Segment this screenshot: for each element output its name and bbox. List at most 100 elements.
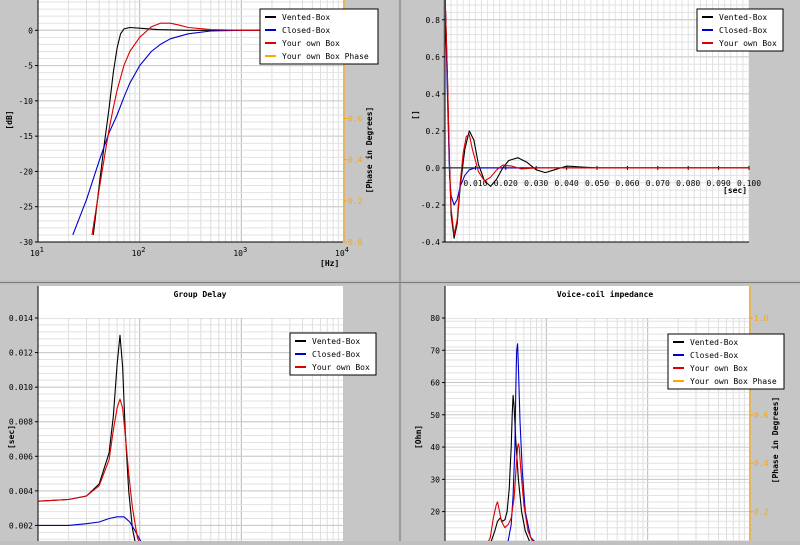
y2-tick-label: 0.2: [348, 197, 363, 206]
legend-label: Vented-Box: [690, 338, 738, 347]
y-tick-label: 0.014: [9, 314, 33, 323]
series-line-closed-box: [72, 29, 272, 236]
series-line-your-own-box: [486, 443, 538, 545]
y-tick-label: -30: [19, 238, 34, 247]
x-axis-label: [sec]: [723, 186, 747, 195]
y2-tick-label: 0.4: [348, 156, 363, 165]
x-tick-label: 103: [233, 246, 247, 258]
y-tick-label: -0.2: [421, 201, 440, 210]
grid: [38, 318, 343, 545]
x-tick-label: 0.050: [585, 179, 609, 188]
series-line-your-own-box: [445, 0, 749, 236]
legend: Vented-Box Closed-Box Your own Box: [289, 332, 377, 376]
x-tick-label: 102: [132, 246, 146, 258]
y-tick-label: -25: [19, 203, 34, 212]
y-tick-label: 0.010: [9, 383, 33, 392]
x-tick-label: 0.040: [555, 179, 579, 188]
chart-1: -30 -25 -20 -15 -10 -5 0 101 102 103 104[Hz] [dB] 0.…: [5, 0, 379, 268]
y-tick-label: 0.6: [426, 53, 441, 62]
legend-label: Vented-Box: [282, 13, 330, 22]
y-tick-label: 0.002: [9, 521, 33, 530]
y-tick-label: 0.004: [9, 487, 33, 496]
y-tick-label: 0.012: [9, 349, 33, 358]
y-axis-label: [dB]: [5, 110, 14, 129]
y-tick-label: 60: [430, 379, 440, 388]
series-group: [72, 22, 272, 236]
x-tick-label: 0.030: [524, 179, 548, 188]
y-tick-label: 40: [430, 443, 440, 452]
legend-label: Your own Box: [282, 39, 340, 48]
y-tick-label: 20: [430, 508, 440, 517]
legend-label: Vented-Box: [312, 337, 360, 346]
y-tick-label: 0.8: [426, 16, 441, 25]
y2-tick-label: 1.0: [754, 314, 769, 323]
series-line-vented-box: [92, 26, 272, 235]
chart-2: -0.4 -0.2 0.0 0.2 0.4 0.6 0.8 0.010 0.020 0.030 0.…: [411, 0, 784, 247]
series-group: [445, 0, 749, 239]
y-tick-label: 0.2: [426, 127, 441, 136]
y-axis-label: []: [411, 110, 420, 120]
legend: Vented-Box Closed-Box Your own Box Your own…: [667, 333, 785, 390]
y-tick-label: -10: [19, 97, 34, 106]
legend-label: Closed-Box: [690, 351, 738, 360]
x-tick-label: 0.020: [494, 179, 518, 188]
x-axis-label: [Hz]: [320, 259, 339, 268]
y-tick-label: -20: [19, 167, 34, 176]
y-tick-label: 30: [430, 475, 440, 484]
y-axis-label: [sec]: [7, 425, 16, 449]
x-tick-label: 101: [30, 246, 44, 258]
legend-label: Closed-Box: [312, 350, 360, 359]
legend-label: Closed-Box: [719, 26, 767, 35]
chart-4: 20304050607080[Ohm]0.20.40.60.81.0[Phase…: [414, 286, 785, 545]
y-tick-label: 0.0: [426, 164, 441, 173]
series-line-vented-box: [445, 0, 749, 239]
x-tick-label: 0.090: [707, 179, 731, 188]
y-axis-label: [Ohm]: [414, 425, 423, 449]
chart-3: 0.002 0.004 0.006 0.008 0.010 0.012 0.014 [sec]…: [7, 286, 377, 545]
y-tick-label: -0.4: [421, 238, 440, 247]
y-tick-label: 0.006: [9, 452, 33, 461]
y2-tick-label: 0.6: [754, 411, 769, 420]
y2-axis-label: [Phase in Degrees]: [364, 107, 374, 194]
y2-tick-label: 0.0: [348, 238, 363, 247]
chart-title: Voice-coil impedance: [557, 289, 654, 299]
legend-box: [259, 8, 379, 65]
plot-area: [445, 286, 749, 541]
y2-axis-label: [Phase in Degrees]: [770, 397, 780, 484]
y2-tick-label: 0.2: [754, 508, 769, 517]
y-tick-label: -15: [19, 132, 34, 141]
y2-tick-label: 0.6: [348, 115, 363, 124]
y2-tick-label: 0.4: [754, 459, 769, 468]
series-group: [38, 334, 144, 545]
y-tick-label: 70: [430, 346, 440, 355]
grid: [445, 0, 749, 243]
legend-label: Your own Box: [719, 39, 777, 48]
x-tick-label: 0.080: [676, 179, 700, 188]
y-tick-label: 0.4: [426, 90, 441, 99]
x-tick-label: 0.060: [615, 179, 639, 188]
series-line-your-own-box: [91, 22, 272, 235]
series-line-your-own-box: [38, 398, 141, 545]
legend-label: Your own Box Phase: [690, 377, 777, 386]
legend-label: Closed-Box: [282, 26, 330, 35]
legend-box: [667, 333, 785, 390]
y-tick-label: 50: [430, 411, 440, 420]
x-tick-label: 0.010: [463, 179, 487, 188]
series-line-vented-box: [488, 394, 534, 545]
plot-edge: [443, 0, 445, 242]
x-tick-label: 0.070: [646, 179, 670, 188]
y-tick-label: 80: [430, 314, 440, 323]
x-tick-label: 0.100: [737, 179, 761, 188]
plot-area: [38, 286, 343, 541]
y-tick-label: -5: [23, 62, 33, 71]
legend-label: Your own Box Phase: [282, 52, 369, 61]
x-tick-label: 104: [335, 246, 349, 258]
legend-label: Your own Box: [690, 364, 748, 373]
y-tick-label: 0: [28, 26, 33, 35]
legend: Vented-Box Closed-Box Your own Box: [696, 8, 784, 52]
chart-title: Group Delay: [174, 290, 227, 299]
y-tick-label: 0.008: [9, 418, 33, 427]
legend: Vented-Box Closed-Box Your own Box Your own…: [259, 8, 379, 65]
